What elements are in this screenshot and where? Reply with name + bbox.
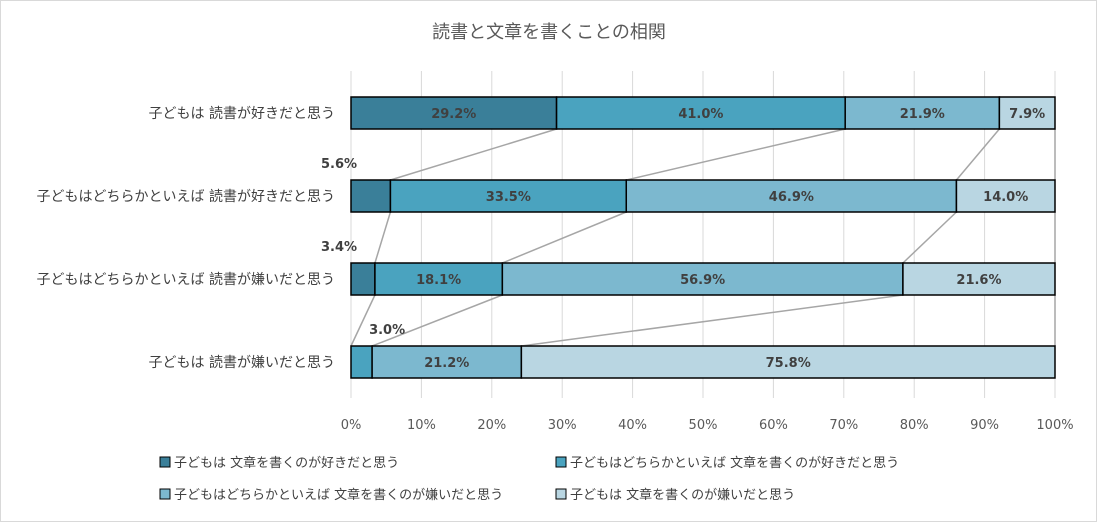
bar-segment [389,179,628,213]
series-line [502,211,627,264]
legend-item: 子どもは 文章を書くのが嫌いだと思う [555,487,795,503]
series-line [390,128,557,181]
x-tick-label: 100% [1036,418,1073,433]
series-line [374,211,392,264]
data-label: 21.9% [900,107,945,122]
bar-segment [555,96,846,130]
category-label: 子どもはどちらかといえば 読書が嫌いだと思う [37,271,335,288]
x-tick-label: 90% [970,418,999,433]
data-label: 41.0% [678,107,723,122]
series-line [902,211,957,264]
chart-title: 読書と文章を書くことの相関 [432,22,666,43]
category-label: 子どもはどちらかといえば 読書が好きだと思う [37,188,335,205]
data-label: 18.1% [416,273,461,288]
series-line [371,294,503,347]
x-tick-label: 40% [618,418,647,433]
category-label: 子どもは 読書が嫌いだと思う [149,354,335,371]
x-tick-label: 60% [759,418,788,433]
legend-swatch [159,488,171,500]
bar-segment [902,262,1056,296]
data-label: 46.9% [769,190,814,205]
legend-item: 子どもは 文章を書くのが好きだと思う [159,455,399,471]
data-label: 29.2% [431,107,476,122]
bar-segment [350,96,558,130]
category-label: 子どもは 読書が好きだと思う [149,105,335,122]
x-tick-label: 70% [829,418,858,433]
data-label: 3.4% [321,240,357,255]
x-tick-label: 20% [477,418,506,433]
data-label: 14.0% [983,190,1028,205]
legend: 子どもは 文章を書くのが好きだと思う 子どもはどちらかといえば 文章を書くのが好き… [159,455,899,503]
legend-label: 子どもは 文章を書くのが嫌いだと思う [570,487,795,503]
bar-segment [625,179,958,213]
bar-segment [955,179,1056,213]
data-label: 5.6% [321,157,357,172]
legend-item: 子どもはどちらかといえば 文章を書くのが嫌いだと思う [159,487,503,503]
data-label: 21.2% [424,356,469,371]
bar-segment [371,345,523,379]
series-lines [350,128,1056,347]
bar-segment [350,262,376,296]
legend-item: 子どもはどちらかといえば 文章を書くのが好きだと思う [555,455,899,471]
series-line [350,294,376,347]
x-tick-label: 80% [900,418,929,433]
x-tick-label: 0% [341,418,362,433]
series-line [521,294,904,347]
legend-swatch [555,488,567,500]
bar-segment [501,262,904,296]
bar-segment [374,262,504,296]
data-label: 7.9% [1009,107,1045,122]
bar-segment [998,96,1056,130]
bar-segment [350,179,392,213]
bar-segment [844,96,1001,130]
bar-segment [520,345,1056,379]
bar-segment [350,345,373,379]
x-axis-tick-labels: 0% 10% 20% 30% 40% 50% 60% 70% 80% 90% 100% [341,418,1074,433]
data-label: 56.9% [680,273,725,288]
series-line [626,128,846,181]
legend-label: 子どもはどちらかといえば 文章を書くのが嫌いだと思う [174,487,503,503]
data-label: 33.5% [486,190,531,205]
data-label: 3.0% [369,323,405,338]
data-label: 75.8% [766,356,811,371]
bars: 29.2% 41.0% 21.9% 7.9% 5.6% 33.5% 46.9% 14.0% 3.… [321,96,1056,379]
x-tick-label: 10% [407,418,436,433]
x-tick-label: 30% [548,418,577,433]
series-line [955,128,1000,181]
data-label: 21.6% [956,273,1001,288]
legend-swatch [159,456,171,468]
legend-label: 子どもは 文章を書くのが好きだと思う [174,455,399,471]
legend-swatch [555,456,567,468]
legend-label: 子どもはどちらかといえば 文章を書くのが好きだと思う [570,455,899,471]
x-tick-label: 50% [689,418,718,433]
